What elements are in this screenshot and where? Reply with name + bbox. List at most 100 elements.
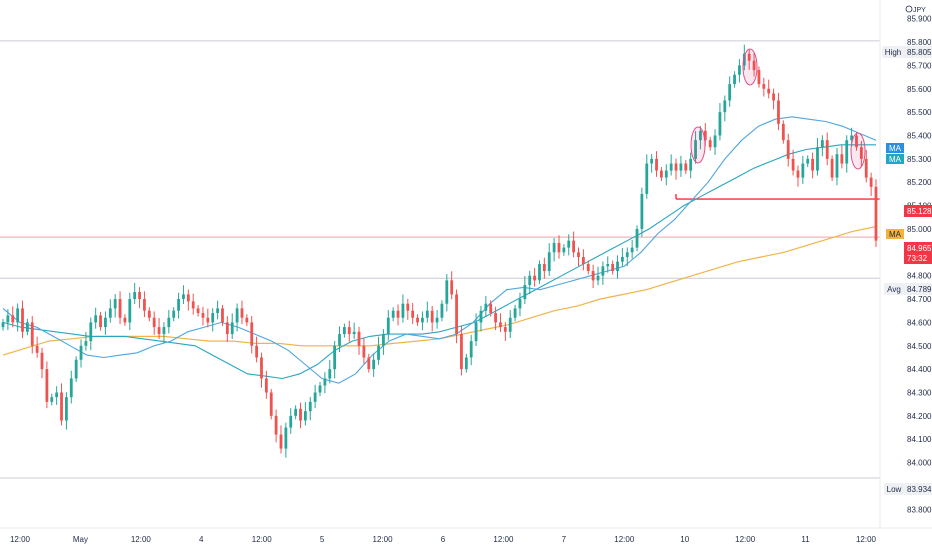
price-tick-label: 85.300 [907, 155, 932, 164]
candle-body [235, 308, 239, 323]
candle-body [411, 310, 415, 318]
candle [352, 322, 356, 339]
candle-body [406, 303, 410, 311]
candle [177, 292, 180, 319]
candle [752, 53, 756, 77]
candle-body [791, 158, 795, 171]
candle [474, 313, 478, 347]
ma-mid-tag: MA [886, 154, 904, 164]
candle [664, 164, 668, 186]
candle-body [533, 275, 537, 281]
candle-body [581, 256, 585, 264]
candle [55, 386, 59, 405]
candle-body [55, 392, 59, 398]
candle [279, 425, 283, 454]
candle [699, 125, 702, 150]
candle-body [767, 88, 771, 94]
candle [625, 247, 629, 267]
candle [191, 293, 195, 315]
candle-body [269, 392, 273, 416]
candle-body [347, 327, 351, 335]
candle [460, 326, 463, 376]
candle-body [230, 322, 234, 335]
avg-value: 84.789 [907, 285, 932, 294]
candle-body [577, 252, 580, 257]
candle-body [830, 158, 834, 178]
candle-body [264, 378, 268, 393]
candle-body [655, 158, 658, 171]
currency-flag-icon [905, 5, 913, 13]
candle-body [689, 158, 693, 171]
candle-body [572, 240, 576, 253]
candle-body [245, 317, 249, 323]
candle-body [630, 247, 634, 253]
candle [728, 76, 732, 107]
candle [323, 372, 327, 394]
candle-body [596, 275, 600, 281]
avg-value-box [904, 283, 932, 295]
candle [864, 149, 868, 183]
candle [11, 306, 15, 328]
candle [406, 298, 410, 320]
candle-body [191, 301, 195, 309]
candle [421, 311, 424, 331]
candle [596, 266, 600, 286]
top-highlight-right [850, 132, 866, 170]
candle-body [703, 130, 707, 141]
candle-body [108, 308, 112, 318]
candle-body [274, 415, 278, 435]
candle [104, 311, 107, 335]
candle-body [811, 158, 814, 171]
candle [342, 323, 346, 338]
candle-body [401, 303, 405, 318]
candle-body [79, 345, 83, 360]
candle [772, 88, 775, 110]
candle [133, 282, 137, 304]
candle [386, 310, 390, 341]
candle-body [299, 408, 302, 421]
candle [591, 264, 595, 289]
candle [206, 308, 210, 328]
candle-body [479, 310, 483, 323]
candle [152, 311, 156, 335]
candle [616, 255, 619, 279]
candle [60, 383, 63, 426]
candle-body [40, 352, 44, 370]
candle [538, 260, 541, 284]
candle [567, 234, 571, 256]
candle [562, 244, 566, 256]
candle [723, 95, 727, 122]
candle-body [133, 292, 137, 300]
candle-body [840, 154, 844, 164]
candle-body [523, 285, 527, 300]
candle-body [308, 401, 312, 412]
support-price-box [904, 205, 932, 217]
candle-body [708, 140, 712, 148]
candle-body [352, 331, 356, 335]
time-axis[interactable]: 12:00 May 12:00 4 12:00 5 12:00 6 12:00 7 12:00 10 1… [10, 535, 877, 544]
candle [1, 318, 5, 331]
candle-body [777, 100, 780, 124]
candle-body [547, 252, 551, 272]
candle-body [518, 299, 522, 309]
candle-body [508, 317, 512, 332]
candle-body [503, 327, 507, 332]
candle [328, 360, 332, 384]
candle-body [469, 341, 473, 358]
candle-body [318, 385, 322, 393]
candle-body [474, 322, 478, 342]
candle-body [747, 53, 751, 61]
candle [708, 136, 712, 151]
candle [118, 291, 122, 325]
ma-fast-tag-box [886, 143, 904, 153]
candle-body [367, 357, 371, 370]
candle-body [645, 163, 649, 194]
candle-body [562, 247, 566, 253]
candle [250, 316, 254, 354]
candle [762, 77, 766, 97]
candle [245, 314, 249, 326]
candle [694, 131, 697, 164]
candle [235, 303, 239, 332]
candle-body [279, 434, 283, 449]
